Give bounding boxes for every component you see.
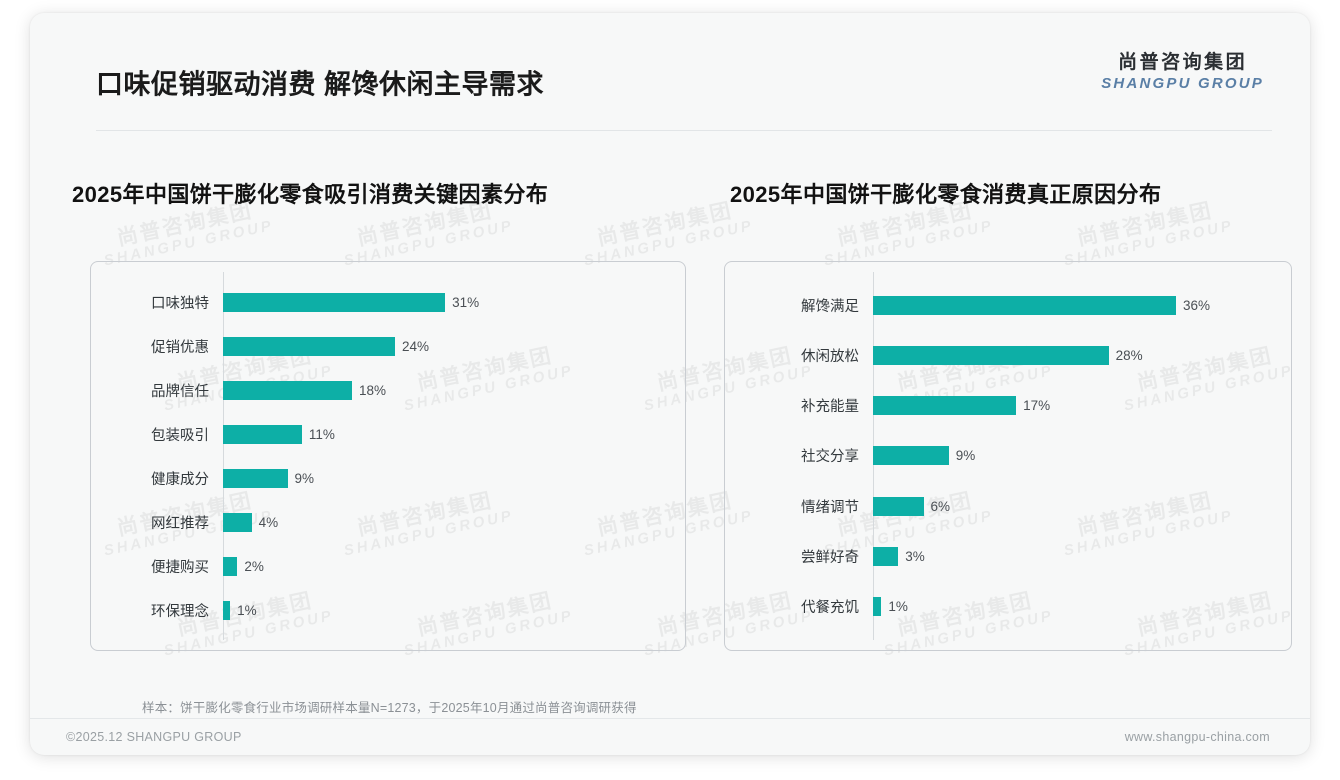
- chart-axis-line-left: [223, 272, 224, 640]
- bar-row: 包装吸引 11%: [91, 419, 685, 449]
- bar-row: 社交分享 9%: [725, 441, 1291, 471]
- bar-row: 休闲放松 28%: [725, 340, 1291, 370]
- chart-panel-right: 解馋满足 36% 休闲放松 28% 补充能量 17% 社交分享 9% 情绪调节 6% 尝鲜好奇 3% 代…: [724, 261, 1292, 651]
- slide-footer: ©2025.12 SHANGPU GROUP www.shangpu-china…: [30, 719, 1310, 755]
- bar-zone: 36%: [873, 290, 1291, 320]
- bar-category-label: 品牌信任: [151, 383, 209, 400]
- bar: [223, 424, 302, 444]
- footer-copyright: ©2025.12 SHANGPU GROUP: [66, 730, 242, 744]
- bar-value-label: 24%: [402, 338, 430, 354]
- bar: [873, 396, 1017, 416]
- bar-value-label: 2%: [244, 558, 264, 574]
- bar-category-label: 便捷购买: [151, 559, 209, 576]
- bar-zone: 18%: [223, 375, 685, 405]
- bar-zone: 24%: [223, 331, 685, 361]
- bar-category-label: 口味独特: [151, 295, 209, 312]
- bar-value-label: 6%: [930, 498, 951, 514]
- bar: [873, 295, 1176, 315]
- bar-row: 口味独特 31%: [91, 287, 685, 317]
- bar-category-label: 社交分享: [801, 449, 859, 466]
- bar-value-label: 28%: [1115, 347, 1143, 363]
- footer-website: www.shangpu-china.com: [1124, 730, 1270, 744]
- bar: [873, 345, 1109, 365]
- bar-value-label: 1%: [888, 599, 908, 615]
- brand-logo: 尚普咨询集团 SHANGPU GROUP: [1101, 52, 1264, 92]
- bar-category-label: 补充能量: [801, 399, 859, 416]
- bar-zone: 17%: [873, 391, 1291, 421]
- brand-logo-cn: 尚普咨询集团: [1118, 51, 1248, 73]
- bar-category-label: 尝鲜好奇: [801, 550, 859, 567]
- bar-zone: 1%: [223, 595, 685, 625]
- bar-zone: 28%: [873, 340, 1291, 370]
- chart-title-right: 2025年中国饼干膨化零食消费真正原因分布: [730, 182, 1162, 207]
- bar: [223, 336, 395, 356]
- bar-row: 补充能量 17%: [725, 391, 1291, 421]
- bar-value-label: 9%: [955, 448, 976, 464]
- bar-value-label: 3%: [905, 549, 925, 565]
- bar: [873, 446, 949, 466]
- sample-footnote: 样本：饼干膨化零食行业市场调研样本量N=1273，于2025年10月通过尚普咨询…: [142, 701, 637, 715]
- bar-category-label: 代餐充饥: [801, 600, 859, 617]
- chart-plot-right: 解馋满足 36% 休闲放松 28% 补充能量 17% 社交分享 9% 情绪调节 6% 尝鲜好奇 3% 代…: [725, 262, 1291, 650]
- bar-row: 网红推荐 4%: [91, 507, 685, 537]
- slide: 尚普咨询集团 SHANGPU GROUP 尚普咨询集团 SHANGPU GROUP 尚普…: [30, 13, 1310, 755]
- bar-row: 健康成分 9%: [91, 463, 685, 493]
- bar: [223, 292, 446, 312]
- bar-row: 情绪调节 6%: [725, 491, 1291, 521]
- bar-zone: 1%: [873, 592, 1291, 622]
- bar-row: 代餐充饥 1%: [725, 592, 1291, 622]
- bar-category-label: 健康成分: [151, 471, 209, 488]
- bar-value-label: 11%: [308, 426, 335, 442]
- bar: [873, 496, 924, 516]
- chart-plot-left: 口味独特 31% 促销优惠 24% 品牌信任 18% 包装吸引 11% 健康成分 9% 网红推荐 4%…: [91, 262, 685, 650]
- bar-row: 环保理念 1%: [91, 595, 685, 625]
- bar-zone: 4%: [223, 507, 685, 537]
- bar-zone: 9%: [873, 441, 1291, 471]
- bar-row: 品牌信任 18%: [91, 375, 685, 405]
- bar: [873, 547, 899, 567]
- footer-divider: [30, 718, 1310, 719]
- bar-zone: 11%: [223, 419, 685, 449]
- bar-zone: 31%: [223, 287, 685, 317]
- bar: [223, 600, 231, 620]
- page-title: 口味促销驱动消费 解馋休闲主导需求: [96, 69, 545, 100]
- chart-block-left: 2025年中国饼干膨化零食吸引消费关键因素分布 口味独特 31% 促销优惠 24% 品牌…: [66, 163, 686, 673]
- charts-area: 2025年中国饼干膨化零食吸引消费关键因素分布 口味独特 31% 促销优惠 24% 品牌…: [30, 163, 1310, 673]
- bar-category-label: 促销优惠: [151, 339, 209, 356]
- bar-value-label: 4%: [258, 514, 279, 530]
- bar-value-label: 1%: [237, 602, 257, 618]
- bar-row: 尝鲜好奇 3%: [725, 542, 1291, 572]
- bar-row: 解馋满足 36%: [725, 290, 1291, 320]
- bar-value-label: 17%: [1023, 398, 1051, 414]
- bar-value-label: 9%: [294, 470, 315, 486]
- chart-panel-left: 口味独特 31% 促销优惠 24% 品牌信任 18% 包装吸引 11% 健康成分 9% 网红推荐 4%…: [90, 261, 686, 651]
- bar-zone: 6%: [873, 491, 1291, 521]
- bar-zone: 3%: [873, 542, 1291, 572]
- bar: [223, 380, 352, 400]
- bar-category-label: 情绪调节: [801, 499, 859, 516]
- bar: [873, 597, 882, 617]
- bar: [223, 512, 252, 532]
- bar-category-label: 包装吸引: [151, 427, 209, 444]
- bar-category-label: 休闲放松: [801, 348, 859, 365]
- bar-value-label: 36%: [1183, 297, 1211, 313]
- bar-value-label: 31%: [452, 294, 480, 310]
- bar-category-label: 网红推荐: [151, 515, 209, 532]
- header-divider: [96, 130, 1272, 131]
- bar-value-label: 18%: [359, 382, 387, 398]
- bar-category-label: 环保理念: [151, 603, 209, 620]
- bar-zone: 9%: [223, 463, 685, 493]
- chart-block-right: 2025年中国饼干膨化零食消费真正原因分布 解馋满足 36% 休闲放松 28% 补充能量…: [724, 163, 1304, 673]
- bar-row: 促销优惠 24%: [91, 331, 685, 361]
- bar-zone: 2%: [223, 551, 685, 581]
- brand-logo-en: SHANGPU GROUP: [1101, 74, 1264, 92]
- chart-title-left: 2025年中国饼干膨化零食吸引消费关键因素分布: [72, 182, 549, 207]
- bar: [223, 556, 238, 576]
- slide-header: 口味促销驱动消费 解馋休闲主导需求 尚普咨询集团 SHANGPU GROUP: [30, 13, 1310, 118]
- bar-category-label: 解馋满足: [801, 298, 859, 315]
- bar: [223, 468, 288, 488]
- bar-row: 便捷购买 2%: [91, 551, 685, 581]
